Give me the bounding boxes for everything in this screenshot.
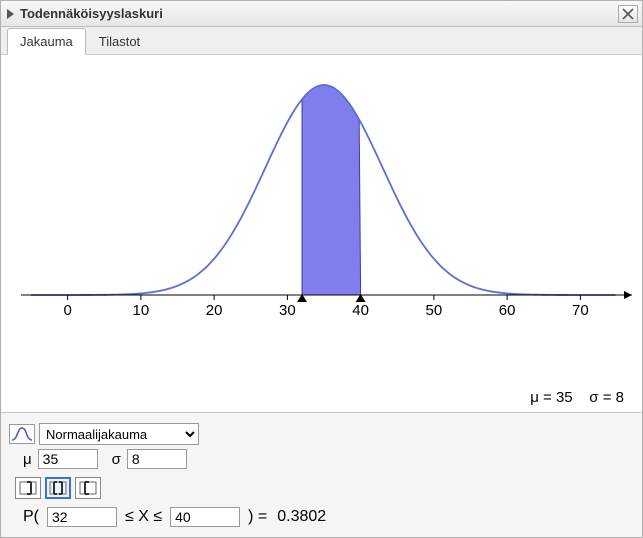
tab-statistics[interactable]: Tilastot	[86, 28, 153, 54]
relation-label: ≤ X ≤	[125, 508, 162, 526]
prob-suffix: ) =	[248, 508, 267, 526]
curve-type-icon[interactable]	[9, 424, 35, 444]
upper-bound-input[interactable]	[170, 507, 240, 527]
svg-text:50: 50	[426, 302, 443, 319]
titlebar: Todennäköisyyslaskuri	[1, 1, 642, 27]
mu-readout: μ = 35	[530, 389, 572, 406]
interval-left-button[interactable]	[75, 477, 101, 499]
interval-right-button[interactable]	[15, 477, 41, 499]
tab-distribution[interactable]: Jakauma	[7, 28, 86, 55]
sigma-label: σ	[112, 451, 121, 468]
distribution-select[interactable]: Normaalijakauma	[39, 423, 199, 445]
probability-calculator-window: Todennäköisyyslaskuri Jakauma Tilastot 0…	[0, 0, 643, 538]
tab-bar: Jakauma Tilastot	[1, 27, 642, 55]
interval-right-icon	[19, 481, 37, 495]
prob-prefix: P(	[23, 508, 39, 526]
controls-panel: Normaalijakauma μ σ	[1, 412, 642, 537]
svg-text:0: 0	[63, 302, 71, 319]
normal-curve-chart[interactable]: 0 10 20 30 40 50 60 70	[1, 55, 642, 355]
expand-icon[interactable]	[7, 9, 14, 19]
sigma-readout: σ = 8	[589, 389, 624, 406]
close-button[interactable]	[618, 5, 638, 23]
window-title: Todennäköisyyslaskuri	[20, 6, 618, 21]
mu-input[interactable]	[38, 449, 98, 469]
probability-result: 0.3802	[277, 508, 326, 526]
sigma-input[interactable]	[127, 449, 187, 469]
cdf-icon	[11, 426, 33, 442]
svg-text:60: 60	[499, 302, 516, 319]
svg-text:70: 70	[572, 302, 589, 319]
interval-between-icon	[49, 481, 67, 495]
distribution-row: Normaalijakauma	[9, 423, 634, 445]
close-icon	[622, 8, 634, 20]
param-readout: μ = 35 σ = 8	[530, 389, 624, 406]
interval-left-icon	[79, 481, 97, 495]
svg-text:30: 30	[279, 302, 296, 319]
params-row: μ σ	[9, 449, 634, 469]
chart-area: 0 10 20 30 40 50 60 70 μ = 35 σ = 8	[1, 55, 642, 412]
mu-label: μ	[23, 451, 32, 468]
interval-mode-group	[15, 477, 634, 499]
lower-bound-input[interactable]	[47, 507, 117, 527]
interval-between-button[interactable]	[45, 477, 71, 499]
svg-text:20: 20	[206, 302, 223, 319]
svg-text:40: 40	[352, 302, 369, 319]
probability-row: P( ≤ X ≤ ) = 0.3802	[9, 507, 634, 527]
svg-text:10: 10	[133, 302, 150, 319]
